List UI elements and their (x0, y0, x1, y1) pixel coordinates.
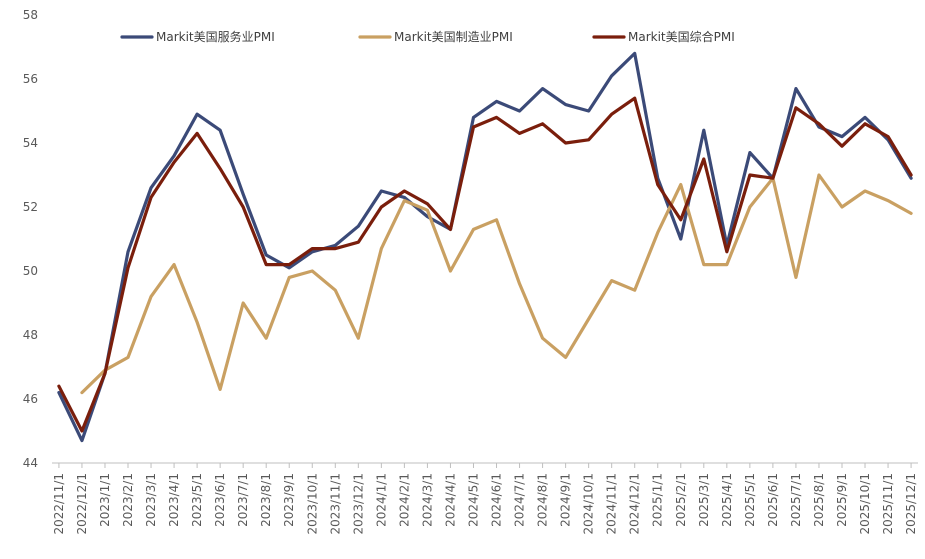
x-tick-label: 2024/5/1 (466, 473, 480, 527)
x-tick-label: 2025/10/1 (858, 473, 872, 535)
x-tick-label: 2023/2/1 (121, 473, 135, 527)
x-tick-label: 2025/5/1 (743, 473, 757, 527)
series-line-2 (57, 96, 913, 433)
x-tick-label: 2025/7/1 (789, 473, 803, 527)
x-tick-label: 2023/3/1 (144, 473, 158, 527)
x-tick-label: 2024/9/1 (559, 473, 573, 527)
x-tick-label: 2025/11/1 (881, 473, 895, 535)
x-tick-label: 2022/11/1 (52, 473, 66, 535)
y-tick-label: 44 (23, 456, 38, 470)
x-tick-label: 2025/9/1 (835, 473, 849, 527)
series-line-1 (80, 173, 913, 395)
axis-layer: 44 46 48 50 52 54 56 58 2022/11/1 2022/12/1 2023/1… (23, 8, 918, 535)
y-tick-label: 56 (23, 72, 38, 86)
x-tick-label: 2023/6/1 (213, 473, 227, 527)
x-tick-label: 2023/11/1 (328, 473, 342, 535)
x-tick-label: 2025/2/1 (674, 473, 688, 527)
x-tick-label: 2024/12/1 (628, 473, 642, 535)
x-tick-label: 2023/8/1 (259, 473, 273, 527)
x-tick-label: 2023/7/1 (236, 473, 250, 527)
x-tick-label: 2024/6/1 (490, 473, 504, 527)
x-tick-label: 2024/7/1 (513, 473, 527, 527)
x-tick-label: 2023/1/1 (98, 473, 112, 527)
x-tick-label: 2023/12/1 (351, 473, 365, 535)
x-tick-label: 2024/11/1 (605, 473, 619, 535)
x-tick-label: 2025/8/1 (812, 473, 826, 527)
x-tick-label: 2024/2/1 (397, 473, 411, 527)
x-tick-label: 2024/8/1 (536, 473, 550, 527)
x-tick-label: 2024/3/1 (420, 473, 434, 527)
x-tick-label: 2025/6/1 (766, 473, 780, 527)
x-tick-label: 2025/4/1 (720, 473, 734, 527)
x-tick-label: 2024/1/1 (374, 473, 388, 527)
legend: Markit美国服务业PMI Markit美国制造业PMI Markit美国综合PM… (120, 29, 735, 44)
x-tick-label: 2022/12/1 (75, 473, 89, 535)
x-tick-label: 2025/1/1 (651, 473, 665, 527)
legend-label: Markit美国制造业PMI (394, 30, 513, 44)
x-tick-label: 2025/3/1 (697, 473, 711, 527)
x-tick-label: 2024/10/1 (582, 473, 596, 535)
legend-item-2: Markit美国综合PMI (592, 29, 735, 44)
legend-item-0: Markit美国服务业PMI (120, 29, 275, 44)
y-tick-label: 54 (23, 136, 38, 150)
legend-item-1: Markit美国制造业PMI (358, 30, 513, 44)
series-layer (57, 51, 913, 443)
x-tick-label: 2023/4/1 (167, 473, 181, 527)
x-tick-label: 2023/9/1 (282, 473, 296, 527)
x-tick-label: 2023/10/1 (305, 473, 319, 535)
legend-label: Markit美国综合PMI (628, 29, 735, 44)
y-tick-label: 58 (23, 8, 38, 22)
x-tick-label: 2025/12/1 (904, 473, 918, 535)
x-tick-label: 2024/4/1 (443, 473, 457, 527)
y-tick-label: 46 (23, 392, 38, 406)
series-line-0 (57, 51, 913, 443)
legend-label: Markit美国服务业PMI (156, 29, 275, 44)
y-tick-label: 52 (23, 200, 38, 214)
y-tick-label: 48 (23, 328, 38, 342)
x-tick-label: 2023/5/1 (190, 473, 204, 527)
y-tick-label: 50 (23, 264, 38, 278)
